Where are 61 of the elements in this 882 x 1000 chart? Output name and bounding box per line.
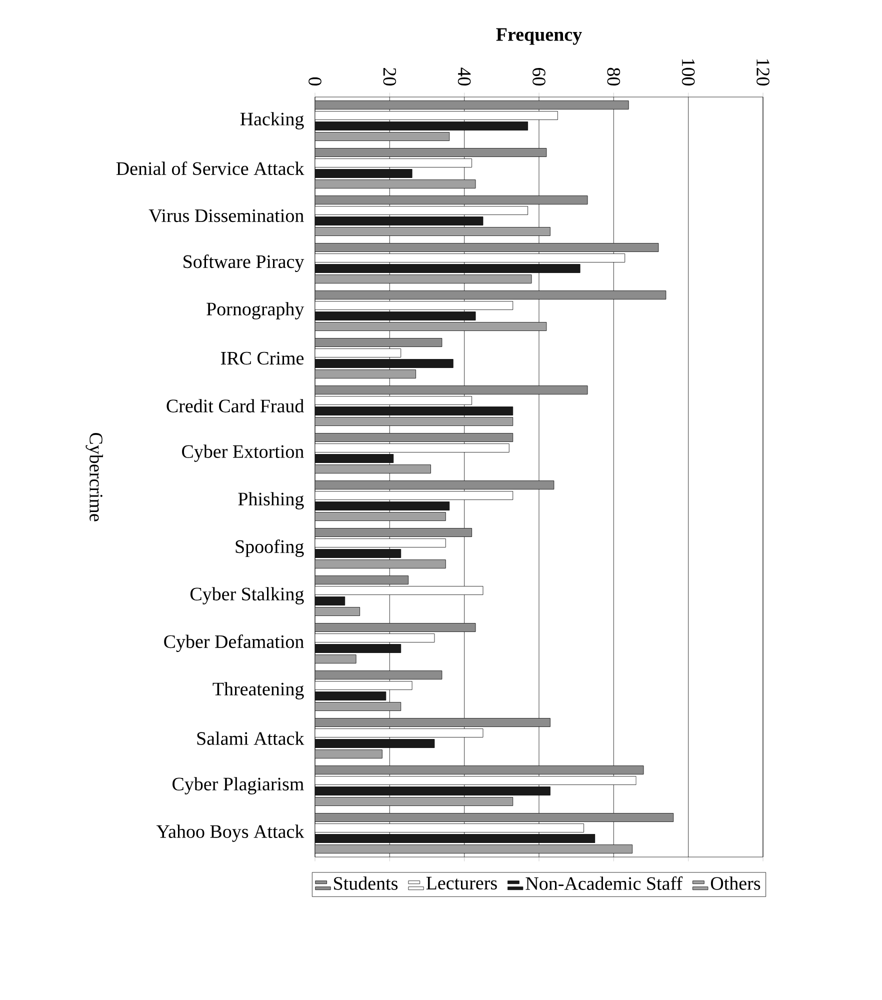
bar [314,702,402,711]
bar [314,433,514,442]
bar [314,766,644,774]
bar [314,607,360,616]
y-tick-label: Cyber Plagiarism [172,777,304,794]
y-tick-label: Virus Dissemination [148,209,304,222]
bar [314,623,476,632]
x-tick-label: 80 [607,68,620,86]
bar [314,370,416,378]
legend-label: Students [334,876,398,890]
x-tick-label: 100 [682,59,695,86]
bar [314,322,547,331]
bar [314,243,659,252]
y-tick-label: Cyber Stalking [190,587,304,604]
bar [314,560,446,568]
y-tick-label: IRC Crime [220,352,304,365]
bar [314,274,532,284]
y-tick-label: Salami Attack [197,732,304,745]
bar [314,813,674,822]
bar [314,512,446,521]
bar [314,417,514,426]
bar [314,844,633,854]
bar [314,480,554,490]
y-tick-label: Denial of Service Attack [116,161,304,176]
bar [314,797,514,806]
bar [314,718,550,727]
bar [314,464,431,474]
x-axis-title: Frequency [496,28,582,45]
bar [314,290,666,300]
bar [314,148,547,157]
bar [314,528,472,537]
legend-label: Others [710,876,760,890]
bar [314,196,588,204]
y-tick-label: Pornography [206,302,304,320]
x-tick-label: 60 [532,68,546,86]
legend-label: Lecturers [426,876,497,890]
y-tick-label: Threatening [212,682,304,700]
x-tick-label: 20 [383,68,396,86]
y-tick-label: Phishing [238,492,304,510]
y-axis-title: Cybercrime [86,432,103,522]
x-tick-label: 120 [756,59,770,86]
y-tick-label: Hacking [240,112,304,130]
bar [314,654,356,664]
bar [314,750,382,758]
bar [314,386,588,394]
x-tick-label: 0 [308,77,322,86]
y-tick-label: Yahoo Boys Attack [156,824,304,842]
bar [314,338,442,347]
x-tick-label: 40 [458,68,471,86]
legend-label: Non-Academic Staff [526,876,683,890]
bar [314,670,442,680]
bar [314,180,476,188]
y-tick-label: Software Piracy [184,254,304,272]
bar [314,576,409,584]
bar [314,100,629,110]
y-tick-label: Cyber Extortion [182,444,304,462]
y-tick-label: Cyber Defamation [164,634,304,652]
y-tick-label: Spoofing [236,540,304,557]
y-tick-label: Credit Card Fraud [166,399,304,412]
bar [314,132,450,141]
bar [314,227,550,236]
